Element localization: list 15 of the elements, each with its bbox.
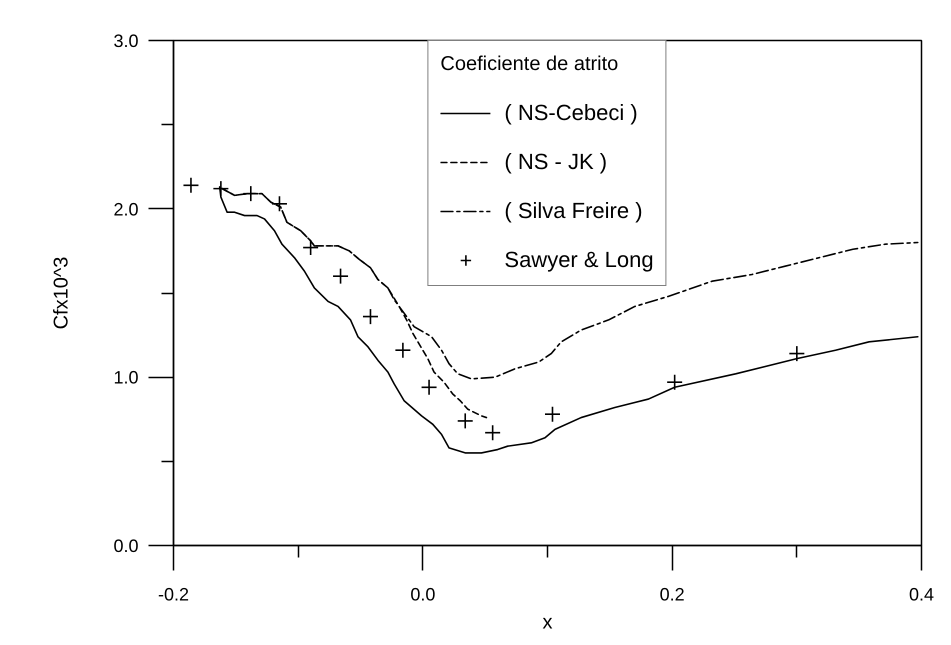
y-tick-label: 0.0 — [113, 536, 139, 556]
legend-label: ( Silva Freire ) — [504, 198, 643, 224]
x-tick-label: 0.4 — [908, 584, 934, 604]
legend-title: Coeficiente de atrito — [440, 53, 620, 76]
x-tick-label: -0.2 — [158, 584, 190, 604]
y-tick-label: 3.0 — [113, 31, 139, 51]
legend-label: ( NS-Cebeci ) — [504, 100, 638, 126]
y-tick-label: 2.0 — [113, 199, 139, 220]
x-tick-label: 0.2 — [660, 584, 685, 604]
y-axis-title: Cfx10^3 — [50, 256, 72, 330]
legend-label: ( NS - JK ) — [504, 149, 608, 175]
x-tick-label: 0.0 — [410, 584, 436, 604]
x-axis-title: x — [542, 612, 552, 634]
y-tick-label: 1.0 — [113, 368, 139, 388]
legend-label: Sawyer & Long — [504, 247, 654, 273]
